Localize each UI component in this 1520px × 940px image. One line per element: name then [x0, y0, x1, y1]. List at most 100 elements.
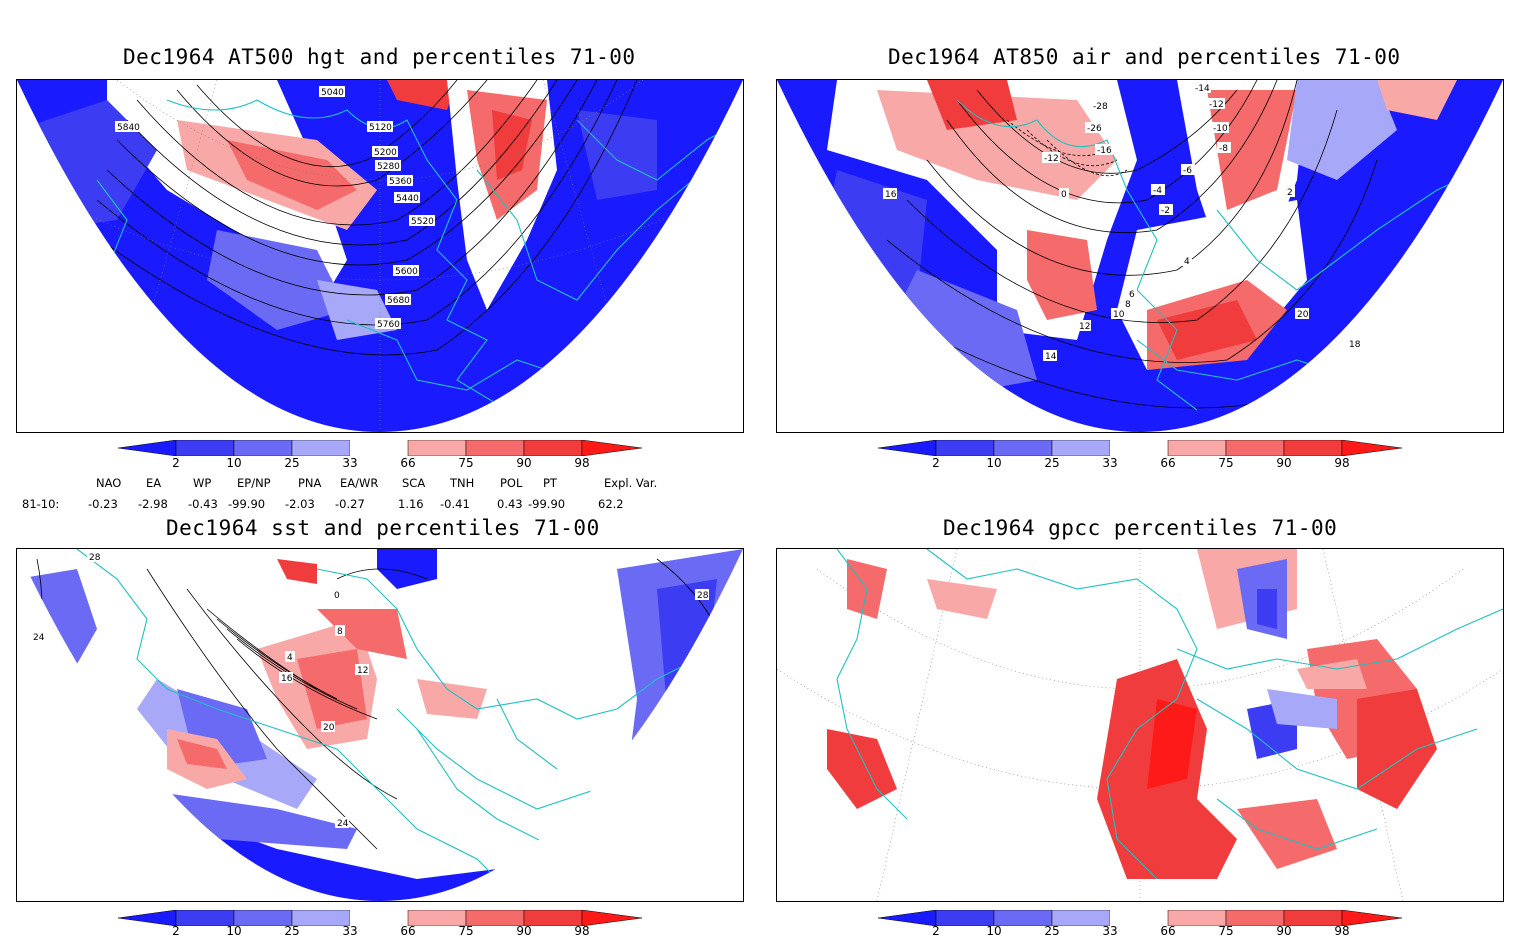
contour-label: -12 — [1209, 100, 1224, 110]
contour-label: 14 — [1045, 352, 1057, 362]
index-header: PNA — [298, 476, 322, 490]
index-value: -2.03 — [285, 497, 315, 511]
colorbar-label: 33 — [1102, 456, 1118, 470]
contour-label: 5600 — [395, 267, 418, 277]
colorbar-label: 2 — [172, 924, 180, 938]
contour-label: 5120 — [369, 123, 392, 133]
index-header: EP/NP — [237, 476, 271, 490]
colorbar-label: 66 — [400, 924, 416, 938]
colorbar-label: 75 — [1218, 456, 1234, 470]
index-header: Expl. Var. — [604, 476, 658, 490]
map-panel-air: -14 -12 -28 -26 -16 -12 -10 -8 -6 -4 -2 … — [776, 79, 1504, 433]
colorbar-label: 25 — [1044, 924, 1060, 938]
contour-label: 28 — [697, 591, 709, 601]
contour-label: 16 — [885, 190, 897, 200]
index-value: -99.90 — [528, 497, 566, 511]
index-value: -2.98 — [138, 497, 168, 511]
contour-label: 12 — [1079, 322, 1090, 332]
contour-label: 28 — [89, 553, 101, 563]
colorbar-label: 33 — [1102, 924, 1118, 938]
index-value: 1.16 — [398, 497, 424, 511]
colorbar-label: 2 — [172, 456, 180, 470]
index-value: -99.90 — [228, 497, 266, 511]
contour-label: -26 — [1087, 124, 1102, 134]
contour-label: 8 — [337, 627, 343, 637]
colorbar-air: 2 10 25 33 66 75 90 98 — [877, 439, 1403, 470]
contour-label: 2 — [1287, 188, 1293, 198]
panel-title-gpcc: Dec1964 gpcc percentiles 71-00 — [943, 516, 1338, 540]
colorbar-label: 90 — [1276, 456, 1292, 470]
colorbar-svg — [877, 439, 1403, 457]
colorbar-label: 25 — [284, 456, 300, 470]
contour-label: 16 — [281, 674, 293, 684]
contour-label: 20 — [1297, 310, 1309, 320]
colorbar-gpcc: 2 10 25 33 66 75 90 98 — [877, 909, 1403, 940]
map-panel-hgt: 5040 5120 5200 5280 5360 5440 5520 5600 … — [16, 79, 744, 433]
colorbar-label: 10 — [986, 924, 1002, 938]
index-header: EA — [146, 476, 162, 490]
contour-label: 8 — [1125, 300, 1131, 310]
contour-label: -14 — [1195, 84, 1210, 94]
contour-label: 18 — [1349, 340, 1361, 350]
index-header: EA/WR — [340, 476, 379, 490]
colorbar-label: 75 — [458, 924, 474, 938]
contour-label: -16 — [1097, 146, 1112, 156]
contour-label: -4 — [1153, 186, 1162, 196]
colorbar-label: 66 — [1160, 924, 1176, 938]
contour-label: -2 — [1161, 206, 1170, 216]
index-value: -0.23 — [88, 497, 118, 511]
colorbar-label: 2 — [932, 924, 940, 938]
contour-label: 5520 — [411, 217, 434, 227]
contour-label: 0 — [334, 591, 340, 601]
contour-label: 5280 — [377, 162, 400, 172]
contour-label: -8 — [1219, 144, 1228, 154]
contour-label: 5680 — [387, 296, 410, 306]
panel-title-hgt: Dec1964 AT500 hgt and percentiles 71-00 — [123, 45, 636, 69]
contour-label: 10 — [1113, 310, 1125, 320]
index-row-label: 81-10: — [22, 497, 60, 511]
colorbar-svg — [117, 909, 643, 927]
colorbar-sst: 2 10 25 33 66 75 90 98 — [117, 909, 643, 940]
colorbar-label: 75 — [1218, 924, 1234, 938]
contour-label: 4 — [287, 653, 293, 663]
colorbar-label: 75 — [458, 456, 474, 470]
contour-label: 5440 — [396, 194, 419, 204]
contour-label: 5040 — [321, 88, 344, 98]
index-value: -0.43 — [188, 497, 218, 511]
index-value: -0.41 — [440, 497, 470, 511]
contour-labels-sst: 28 24 0 4 8 12 16 20 24 28 — [31, 551, 709, 829]
colorbar-label: 90 — [516, 456, 532, 470]
index-header: PT — [543, 476, 557, 490]
contour-label: 5200 — [374, 148, 397, 158]
contour-label: 5840 — [117, 123, 140, 133]
colorbar-svg — [117, 439, 643, 457]
colorbar-label: 25 — [284, 924, 300, 938]
colorbar-label: 66 — [400, 456, 416, 470]
colorbar-label: 98 — [1334, 456, 1350, 470]
colorbar-label: 10 — [226, 456, 242, 470]
index-value: 0.43 — [497, 497, 523, 511]
contour-label: -10 — [1213, 124, 1228, 134]
contour-label: 24 — [33, 633, 45, 643]
contour-labels-hgt: 5040 5120 5200 5280 5360 5440 5520 5600 … — [115, 86, 435, 330]
contour-label: -12 — [1044, 154, 1059, 164]
index-header: SCA — [402, 476, 426, 490]
index-header: TNH — [450, 476, 475, 490]
contour-label: 0 — [1061, 190, 1067, 200]
index-header: NAO — [96, 476, 122, 490]
contour-label: -28 — [1093, 102, 1108, 112]
contour-label: -6 — [1183, 166, 1192, 176]
index-value: -0.27 — [335, 497, 365, 511]
contour-label: 20 — [323, 723, 335, 733]
colorbar-label: 10 — [986, 456, 1002, 470]
colorbar-hgt: 2 10 25 33 66 75 90 98 — [117, 439, 643, 470]
index-value: 62.2 — [598, 497, 624, 511]
colorbar-svg — [877, 909, 1403, 927]
colorbar-label: 90 — [516, 924, 532, 938]
colorbar-label: 98 — [574, 924, 590, 938]
panel-title-air: Dec1964 AT850 air and percentiles 71-00 — [888, 45, 1401, 69]
map-panel-sst: 28 24 0 4 8 12 16 20 24 28 — [16, 548, 744, 902]
colorbar-label: 66 — [1160, 456, 1176, 470]
index-header: WP — [193, 476, 212, 490]
colorbar-label: 10 — [226, 924, 242, 938]
